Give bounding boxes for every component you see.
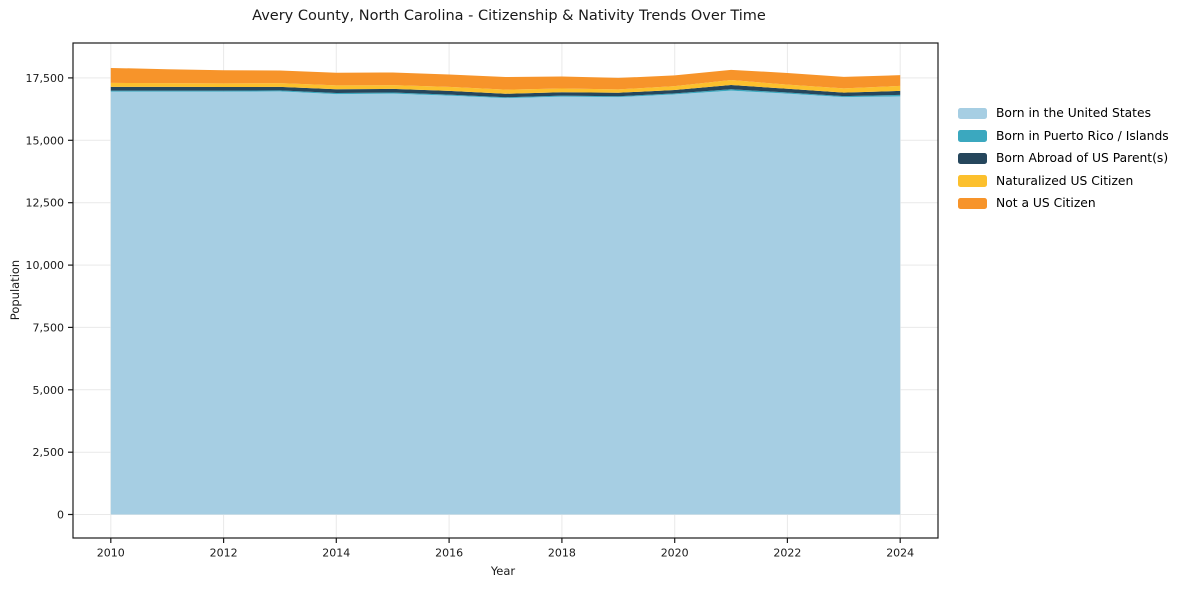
legend-swatch-icon [958,152,987,164]
x-tick-label: 2010 [97,547,125,560]
y-tick-label: 2,500 [33,446,65,459]
legend-label: Born in Puerto Rico / Islands [996,128,1169,143]
legend-label: Born Abroad of US Parent(s) [996,151,1169,166]
legend-item: Born Abroad of US Parent(s) [958,147,1169,170]
y-tick-label: 17,500 [26,72,65,85]
area-series-1 [110,89,901,99]
area-series-0 [110,90,901,515]
x-tick-label: 2022 [773,547,801,560]
x-tick-label: 2018 [548,547,576,560]
x-axis-label: Year [490,564,516,578]
legend-label: Born in the United States [996,106,1151,121]
legend-swatch-icon [958,197,987,209]
x-tick-label: 2014 [322,547,350,560]
y-tick-label: 12,500 [26,197,65,210]
legend-label: Naturalized US Citizen [996,173,1134,188]
y-tick-label: 5,000 [33,384,65,397]
y-tick-label: 0 [57,509,64,522]
legend-swatch-icon [958,175,987,187]
area-series-2 [110,85,901,98]
legend-label: Not a US Citizen [996,196,1096,211]
area-series-4 [110,67,901,90]
plot-border [72,42,939,539]
x-tick-label: 2024 [886,547,914,560]
chart-title: Avery County, North Carolina - Citizensh… [252,8,766,24]
x-tick-label: 2020 [661,547,689,560]
x-tick-label: 2012 [210,547,238,560]
area-series-3 [110,80,901,94]
y-axis-label: Population [8,259,22,321]
legend-item: Naturalized US Citizen [958,170,1169,193]
y-tick-label: 10,000 [26,259,65,272]
legend-item: Born in Puerto Rico / Islands [958,125,1169,148]
y-tick-label: 15,000 [26,134,65,147]
legend-item: Not a US Citizen [958,192,1169,215]
y-tick-label: 7,500 [33,321,65,334]
legend-swatch-icon [958,130,987,142]
legend: Born in the United States Born in Puerto … [958,102,1169,215]
x-tick-label: 2016 [435,547,463,560]
legend-swatch-icon [958,107,987,119]
legend-item: Born in the United States [958,102,1169,125]
